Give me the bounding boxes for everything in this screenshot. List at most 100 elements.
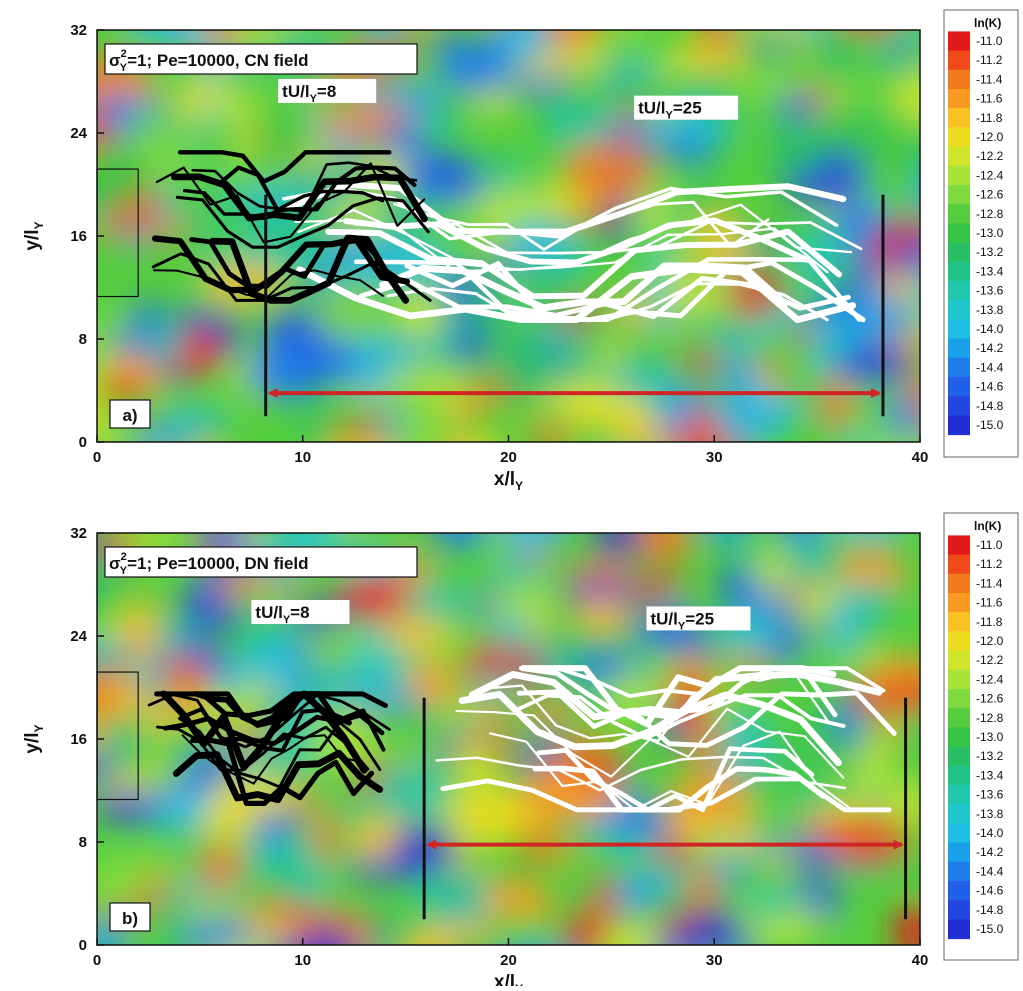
plume-t8 bbox=[151, 150, 432, 304]
panel-label-box bbox=[109, 399, 151, 429]
field-blob bbox=[789, 30, 825, 37]
plume-t8-streak bbox=[209, 234, 410, 304]
plume-t8-streak bbox=[155, 162, 426, 244]
field-blob bbox=[559, 580, 646, 602]
field-blob bbox=[108, 429, 132, 442]
colorbar-swatch bbox=[948, 338, 970, 359]
title-sup: 2 bbox=[121, 48, 127, 60]
field-blob bbox=[480, 1, 554, 19]
field-blob bbox=[818, 373, 852, 432]
colorbar-swatch bbox=[948, 612, 970, 632]
y-tick-label: 8 bbox=[79, 331, 87, 348]
x-tick-label: 10 bbox=[294, 449, 311, 466]
plume-t8-streak bbox=[183, 188, 385, 221]
field-blob bbox=[526, 424, 574, 442]
field-blob bbox=[99, 685, 151, 715]
time-annotation-text: tU/lY=25 bbox=[650, 609, 714, 632]
colorbar-label: -12.4 bbox=[976, 672, 1004, 686]
colorbar-swatch bbox=[948, 554, 970, 575]
colorbar-swatch bbox=[948, 842, 970, 863]
colorbar-swatch bbox=[948, 50, 970, 71]
time-annotation-text: tU/lY=25 bbox=[638, 99, 702, 122]
field-blob bbox=[345, 857, 433, 882]
field-blob bbox=[390, 3, 443, 23]
field-blob bbox=[743, 769, 812, 813]
field-blob bbox=[97, 147, 151, 209]
field-blob bbox=[503, 533, 561, 555]
colorbar-label: -11.2 bbox=[976, 557, 1003, 571]
time-annotation-box bbox=[278, 78, 377, 103]
field-blob bbox=[577, 599, 627, 636]
field-blob bbox=[815, 30, 856, 83]
plume-t8-streak bbox=[217, 165, 417, 213]
ann-tail: =8 bbox=[317, 82, 336, 101]
field-blob bbox=[406, 150, 457, 201]
field-blob bbox=[317, 345, 366, 370]
field-blob bbox=[592, 873, 617, 928]
field-blob bbox=[190, 569, 220, 621]
field-blob bbox=[371, 758, 452, 823]
field-blob bbox=[916, 178, 920, 211]
ann-sub: Y bbox=[678, 620, 686, 632]
colorbar-label: -14.0 bbox=[976, 826, 1004, 840]
colorbar-label: -14.8 bbox=[976, 903, 1004, 917]
x-tick-label: 20 bbox=[500, 952, 517, 969]
field-blob bbox=[508, 510, 577, 533]
field-blob bbox=[614, 30, 638, 45]
colorbar-swatch bbox=[948, 823, 970, 844]
colorbar-label: -12.0 bbox=[976, 634, 1004, 648]
title-sigma: σ bbox=[109, 51, 121, 70]
y-tick-label: 16 bbox=[70, 731, 87, 748]
plume-t25-streak bbox=[440, 776, 892, 813]
ann-main: tU/l bbox=[255, 603, 282, 622]
colorbar-label: -14.6 bbox=[976, 380, 1004, 394]
field-blob bbox=[396, 400, 459, 442]
field-blob bbox=[262, 533, 288, 545]
plume-t25-streak bbox=[458, 690, 842, 767]
colorbar-label: -13.4 bbox=[976, 768, 1004, 782]
plume-t8-streak bbox=[193, 691, 352, 727]
y-tick-label: 8 bbox=[79, 834, 87, 851]
colorbar-swatch bbox=[948, 765, 970, 786]
field-blob bbox=[147, 30, 216, 46]
field-blob bbox=[357, 604, 383, 670]
colorbar-label: -14.4 bbox=[976, 864, 1004, 878]
field-blob bbox=[328, 422, 386, 442]
field-blob bbox=[276, 842, 310, 896]
field-blob bbox=[482, 154, 526, 188]
field-blob bbox=[831, 200, 887, 245]
field-blob bbox=[749, 881, 794, 920]
time-annotation-box bbox=[646, 606, 751, 631]
field-blob bbox=[144, 317, 183, 362]
field-blob bbox=[775, 93, 818, 122]
ann-sub: Y bbox=[666, 110, 674, 122]
field-blob bbox=[765, 124, 827, 175]
x-tick-label: 0 bbox=[93, 449, 101, 466]
title-sigma: σ bbox=[109, 554, 121, 573]
colorbar-label: -11.2 bbox=[976, 53, 1003, 67]
panel-label: a) bbox=[109, 399, 151, 429]
field-blob bbox=[474, 695, 500, 732]
colorbar-swatch bbox=[948, 689, 970, 709]
plume-t25-streak bbox=[379, 262, 789, 312]
y-tick-label: 24 bbox=[70, 628, 87, 645]
colorbar-label: -14.2 bbox=[976, 845, 1004, 859]
field-blob bbox=[845, 533, 898, 540]
field-blob bbox=[172, 328, 223, 378]
plume-t25-streak bbox=[516, 689, 897, 748]
field-blob bbox=[563, 141, 655, 202]
colorbar-label: -13.6 bbox=[976, 284, 1004, 298]
plume-t8-streak bbox=[160, 690, 368, 774]
colorbar-label: -11.8 bbox=[976, 111, 1003, 125]
field-blob bbox=[893, 901, 920, 945]
colorbar-swatch bbox=[948, 415, 970, 436]
colorbar-label: -11.4 bbox=[976, 576, 1003, 590]
field-blob bbox=[828, 591, 858, 657]
plume-t25-streak bbox=[512, 693, 846, 741]
ann-sub: Y bbox=[283, 614, 291, 626]
y-tick-label: 16 bbox=[70, 228, 87, 245]
field-blob bbox=[565, 910, 603, 945]
y-tick-label: 32 bbox=[70, 525, 87, 542]
field-blob bbox=[442, 42, 511, 97]
